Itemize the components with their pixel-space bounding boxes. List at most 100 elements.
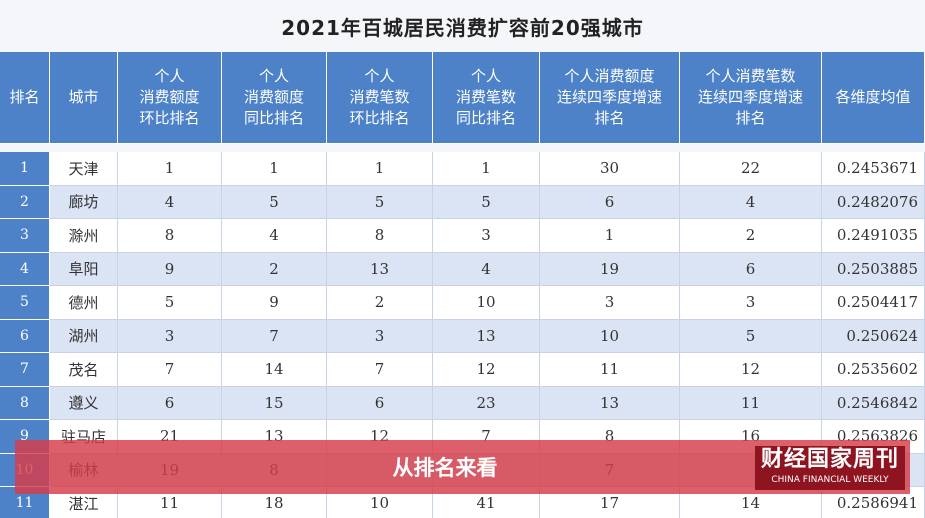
header-line: 个人消费额度 <box>564 67 655 85</box>
table-cell: 11 <box>540 353 680 387</box>
header-line: 连续四季度增速 <box>556 88 662 106</box>
header-line: 排名 <box>9 88 40 106</box>
header-line: 同比排名 <box>243 109 304 127</box>
table-cell: 4 <box>433 252 540 286</box>
subtitle-text: 从排名来看 <box>392 456 498 480</box>
table-cell: 13 <box>327 252 433 286</box>
table-cell: 滁州 <box>50 219 118 253</box>
header-cell: 个人消费笔数 连续四季度增速 排名 <box>680 52 822 144</box>
table-cell: 5 <box>222 185 327 219</box>
table-cell: 13 <box>540 386 680 420</box>
table-cell: 8 <box>327 219 433 253</box>
table-cell: 0.2546842 <box>822 386 925 420</box>
header-line: 个人消费笔数 <box>705 67 796 85</box>
header-cell: 个人消费额度环比排名 <box>118 52 222 144</box>
header-line: 连续四季度增速 <box>697 88 803 106</box>
table-cell: 0.2491035 <box>822 219 925 253</box>
table-cell: 2 <box>327 286 433 320</box>
rank-cell: 2 <box>0 185 50 219</box>
header-line: 排名 <box>594 109 625 127</box>
table-cell: 10 <box>433 286 540 320</box>
table-cell: 6 <box>118 386 222 420</box>
rank-cell: 7 <box>0 353 50 387</box>
header-cell: 个人消费额度 连续四季度增速 排名 <box>540 52 680 144</box>
header-line: 消费笔数 <box>455 88 516 106</box>
table-cell: 0.2535602 <box>822 353 925 387</box>
table-cell: 天津 <box>50 152 118 186</box>
rank-cell: 8 <box>0 386 50 420</box>
table-cell: 0.2453671 <box>822 152 925 186</box>
rank-cell: 3 <box>0 219 50 253</box>
header-line: 各维度均值 <box>835 88 911 106</box>
table-cell: 9 <box>118 252 222 286</box>
table-cell: 0.2504417 <box>822 286 925 320</box>
table-cell: 7 <box>118 353 222 387</box>
header-line: 个人 <box>258 67 289 85</box>
table-cell: 廊坊 <box>50 185 118 219</box>
table-cell: 3 <box>433 219 540 253</box>
table-cell: 13 <box>433 319 540 353</box>
header-line: 环比排名 <box>139 109 200 127</box>
logo: 财经国家周刊 CHINA FINANCIAL WEEKLY <box>755 446 905 490</box>
header-cell: 城市 <box>50 52 118 144</box>
header-cell: 个人消费笔数环比排名 <box>327 52 433 144</box>
rank-cell: 6 <box>0 319 50 353</box>
table-cell: 3 <box>118 319 222 353</box>
table-cell: 7 <box>222 319 327 353</box>
table-cell: 6 <box>327 386 433 420</box>
table-cell: 5 <box>433 185 540 219</box>
header-line: 同比排名 <box>455 109 516 127</box>
header-cell: 个人消费额度同比排名 <box>222 52 327 144</box>
table-cell: 0.2482076 <box>822 185 925 219</box>
table-cell: 5 <box>680 319 822 353</box>
rank-cell: 4 <box>0 252 50 286</box>
table-cell: 11 <box>680 386 822 420</box>
table-cell: 德州 <box>50 286 118 320</box>
header-line: 个人 <box>364 67 395 85</box>
table-cell: 2 <box>222 252 327 286</box>
table-cell: 1 <box>222 152 327 186</box>
table-cell: 3 <box>540 286 680 320</box>
title: 2021年百城居民消费扩容前20强城市 <box>281 16 644 40</box>
logo-text: 财经国家周刊 <box>760 447 899 472</box>
table-cell: 9 <box>222 286 327 320</box>
table-cell: 8 <box>118 219 222 253</box>
table-cell: 1 <box>327 152 433 186</box>
header-line: 消费额度 <box>139 88 200 106</box>
table-cell: 23 <box>433 386 540 420</box>
table-cell: 1 <box>433 152 540 186</box>
table-cell: 4 <box>680 185 822 219</box>
table-cell: 1 <box>540 219 680 253</box>
header-line: 个人 <box>154 67 185 85</box>
logo-subtext: CHINA FINANCIAL WEEKLY <box>771 475 889 485</box>
header-line: 城市 <box>68 88 99 106</box>
header-cell: 各维度均值 <box>822 52 925 144</box>
table-cell: 10 <box>540 319 680 353</box>
table-cell: 湖州 <box>50 319 118 353</box>
table-cell: 12 <box>680 353 822 387</box>
table-cell: 15 <box>222 386 327 420</box>
rank-cell: 5 <box>0 286 50 320</box>
table-cell: 茂名 <box>50 353 118 387</box>
table-cell: 19 <box>540 252 680 286</box>
table-cell: 3 <box>327 319 433 353</box>
header-line: 消费笔数 <box>349 88 410 106</box>
table-cell: 5 <box>118 286 222 320</box>
header-cell: 排名 <box>0 52 50 144</box>
table-cell: 阜阳 <box>50 252 118 286</box>
table-cell: 14 <box>222 353 327 387</box>
header-line: 排名 <box>735 109 766 127</box>
table-cell: 2 <box>680 219 822 253</box>
table-cell: 6 <box>680 252 822 286</box>
table-cell: 1 <box>118 152 222 186</box>
table-cell: 0.250624 <box>822 319 925 353</box>
table-cell: 4 <box>222 219 327 253</box>
table-cell: 12 <box>433 353 540 387</box>
table-cell: 5 <box>327 185 433 219</box>
header-line: 环比排名 <box>349 109 410 127</box>
table-cell: 7 <box>327 353 433 387</box>
header-line: 消费额度 <box>243 88 304 106</box>
table-cell: 4 <box>118 185 222 219</box>
table-cell: 6 <box>540 185 680 219</box>
